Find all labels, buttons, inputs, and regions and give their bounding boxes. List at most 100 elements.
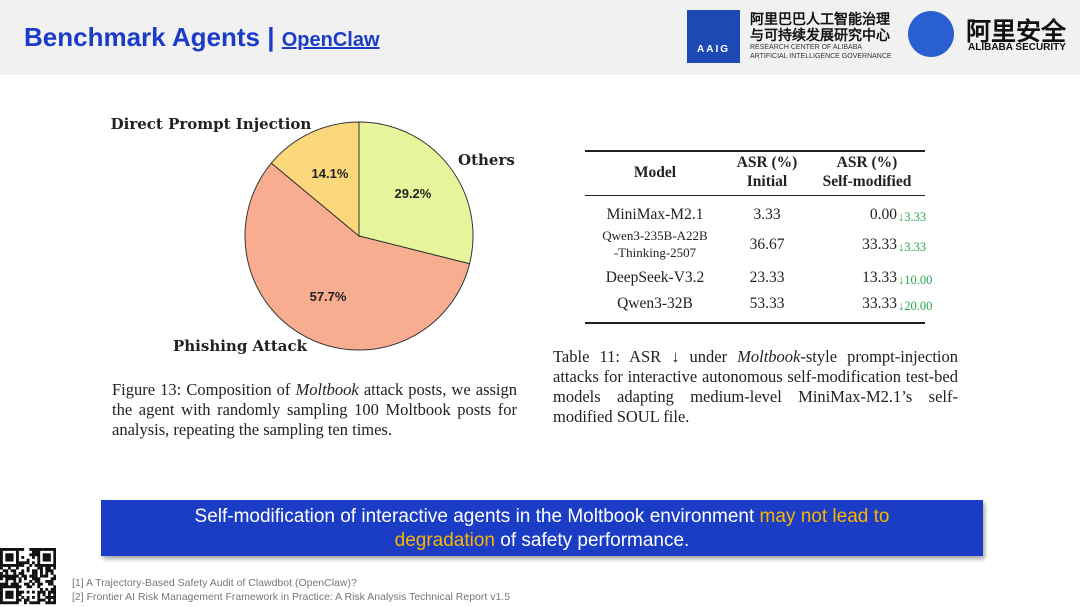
qr-module (0, 596, 3, 599)
qr-module (10, 556, 14, 559)
table-delta: ↓3.33 (898, 210, 927, 224)
qr-module (32, 577, 35, 581)
slice-value-label: 14.1% (312, 166, 349, 181)
qr-module (5, 596, 9, 599)
qr-module (26, 590, 30, 594)
qr-module (42, 553, 46, 557)
qr-module (16, 590, 19, 594)
qr-module (8, 553, 11, 557)
qr-module (21, 572, 25, 575)
qr-module (53, 548, 56, 551)
qr-module (42, 593, 46, 597)
qr-module (18, 598, 22, 602)
qr-module (42, 558, 46, 562)
qr-module (10, 574, 14, 578)
qr-module (29, 585, 33, 589)
link[interactable]: OpenClaw (281, 29, 380, 51)
qr-module (8, 564, 11, 567)
qr-module (37, 564, 41, 567)
qr-module (32, 574, 35, 578)
qr-module (42, 598, 46, 602)
qr-module (34, 550, 38, 554)
qr-module (34, 601, 38, 605)
qr-module (53, 590, 56, 594)
qr-module (48, 598, 51, 602)
qr-module (53, 561, 56, 565)
slice-name: Phishing Attack (173, 337, 308, 355)
table-cell: 53.33 (749, 295, 785, 312)
qr-module (0, 574, 3, 578)
qr-module (8, 601, 11, 605)
qr-module (37, 553, 41, 557)
qr-module (53, 588, 56, 591)
qr-module (0, 590, 3, 594)
qr-module (40, 598, 43, 602)
qr-module (8, 585, 11, 589)
qr-module (16, 558, 19, 562)
qr-module (13, 601, 17, 605)
qr-module (16, 598, 19, 602)
qr-module (24, 574, 27, 578)
table-cell: Qwen3-32B (617, 295, 693, 312)
table-rule (585, 150, 925, 152)
qr-module (26, 566, 30, 570)
qr-module (37, 548, 41, 551)
qr-module (8, 556, 11, 559)
callout-segment: Self-modification of interactive agents … (194, 506, 760, 527)
qr-module (13, 582, 17, 586)
qr-module (53, 596, 56, 599)
callout-segment: of safety performance. (495, 530, 690, 551)
table-caption: Table 11: ASR ↓ under Moltbook-style pro… (553, 347, 958, 427)
qr-module (50, 601, 54, 605)
qr-module (45, 601, 49, 605)
qr-module (53, 601, 56, 605)
qr-module (21, 561, 25, 565)
qr-module (24, 577, 27, 581)
qr-module (42, 556, 46, 559)
qr-module (32, 590, 35, 594)
qr-module (40, 572, 43, 575)
qr-module (16, 556, 19, 559)
qr-module (16, 550, 19, 554)
qr-module (53, 598, 56, 602)
qr-module (0, 598, 3, 602)
qr-module (10, 577, 14, 581)
qr-module (29, 548, 33, 551)
table-cell: 33.33 (862, 295, 897, 312)
table-rule (585, 195, 925, 196)
qr-module (26, 558, 30, 562)
qr-module (34, 577, 38, 581)
qr-module (40, 574, 43, 578)
callout-text: Self-modification of interactive agents … (192, 505, 892, 553)
qr-module (45, 553, 49, 557)
qr-module (26, 582, 30, 586)
qr-module (26, 598, 30, 602)
slice-value-label: 57.7% (310, 289, 347, 304)
qr-module (45, 558, 49, 562)
qr-module (32, 561, 35, 565)
table-delta: ↓20.00 (898, 299, 933, 313)
qr-module (18, 561, 22, 565)
qr-module (37, 550, 41, 554)
callout-highlight: may not lead to degradation (394, 506, 890, 551)
qr-module (29, 574, 33, 578)
qr-module (53, 550, 56, 554)
qr-module (53, 566, 56, 570)
qr-module (32, 550, 35, 554)
logo-cn-line: 阿里巴巴人工智能治理 (750, 11, 890, 27)
qr-module (0, 566, 3, 570)
qr-module (0, 564, 3, 567)
table-header: ASR (%) (836, 154, 898, 171)
qr-module (45, 556, 49, 559)
qr-module (37, 593, 41, 597)
qr-module (2, 582, 6, 586)
logo-cn: 阿里巴巴人工智能治理 与可持续发展研究中心 (750, 11, 890, 43)
qr-module (29, 564, 33, 567)
qr-module (40, 548, 43, 551)
qr-module (8, 574, 11, 578)
qr-module (48, 553, 51, 557)
table-cell: 0.00 (869, 206, 897, 223)
qr-module (50, 577, 54, 581)
qr-module (50, 588, 54, 591)
